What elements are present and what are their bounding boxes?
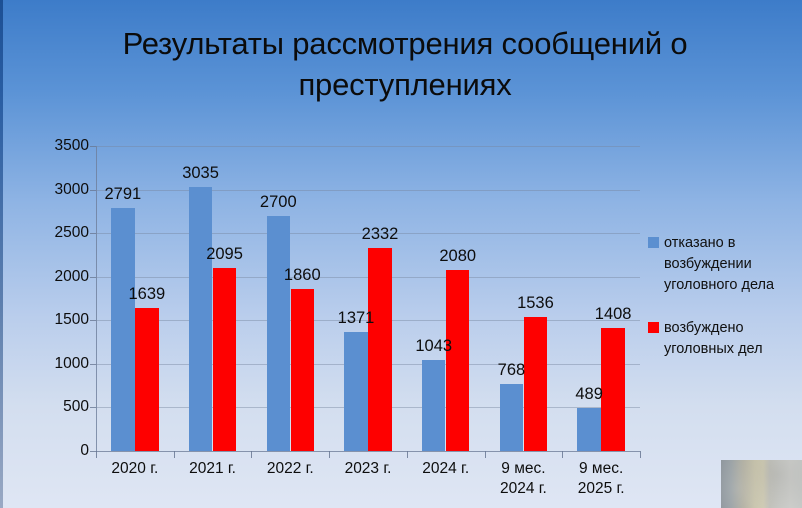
y-axis-tickmark bbox=[90, 320, 96, 322]
x-axis-category-label: 2024 г. bbox=[422, 460, 470, 477]
y-axis-tick-label: 500 bbox=[63, 398, 89, 416]
x-axis-separator bbox=[329, 451, 331, 458]
x-axis-category-label: 2023 г. bbox=[344, 460, 392, 477]
bar-value-label: 2332 bbox=[361, 224, 399, 243]
x-axis-separator bbox=[562, 451, 564, 458]
bar bbox=[499, 384, 524, 451]
y-axis-tickmark bbox=[90, 146, 96, 147]
bar-value-label: 3035 bbox=[182, 163, 219, 182]
chart-legend: отказано в возбуждении уголовного дела во… bbox=[648, 233, 798, 382]
gridline bbox=[96, 320, 640, 322]
bar-value-label: 768 bbox=[497, 361, 526, 380]
x-axis-category-label: 9 мес. 2025 г. bbox=[577, 460, 625, 498]
bar-value-label: 489 bbox=[575, 385, 603, 404]
y-axis-tick-label: 3500 bbox=[54, 137, 89, 154]
gridline bbox=[96, 451, 640, 452]
bar bbox=[135, 308, 159, 451]
legend-entry-initiated[interactable]: возбуждено уголовных дел bbox=[648, 318, 798, 360]
bar-value-label: 2791 bbox=[104, 184, 142, 203]
x-axis-separator bbox=[96, 451, 97, 458]
page-title: Результаты рассмотрения сообщений о прес… bbox=[122, 26, 688, 102]
y-axis-tickmark bbox=[90, 233, 96, 235]
bar bbox=[212, 268, 237, 451]
bar-value-label: 2700 bbox=[259, 192, 297, 211]
x-axis-separator bbox=[640, 451, 641, 458]
x-axis-category-label: 2022 г. bbox=[266, 460, 314, 477]
x-axis-separator bbox=[251, 451, 253, 458]
corner-photo-fragment bbox=[721, 460, 802, 508]
plot-area bbox=[96, 146, 640, 452]
legend-entry-refused[interactable]: отказано в возбуждении уголовного дела bbox=[648, 233, 798, 296]
bar-value-label: 1860 bbox=[283, 265, 321, 284]
y-axis-tickmark bbox=[90, 451, 96, 452]
bar-value-label: 2080 bbox=[439, 246, 477, 265]
bar bbox=[421, 360, 446, 451]
gridline bbox=[96, 363, 640, 365]
y-axis-tick-label: 2500 bbox=[54, 224, 89, 242]
bar-value-label: 2095 bbox=[206, 245, 243, 264]
y-axis-tickmark bbox=[90, 363, 96, 365]
bar bbox=[601, 328, 625, 451]
x-axis-separator bbox=[173, 451, 175, 458]
bar bbox=[111, 207, 135, 451]
x-axis-separator bbox=[484, 451, 486, 458]
bar bbox=[290, 288, 315, 451]
legend-label: отказано в возбуждении уголовного дела bbox=[664, 235, 775, 294]
gridline bbox=[96, 146, 640, 147]
bar bbox=[344, 331, 368, 451]
bar bbox=[577, 408, 601, 451]
bar bbox=[266, 215, 291, 451]
x-axis-separator bbox=[406, 451, 408, 458]
bar bbox=[445, 269, 470, 451]
x-axis-category-label: 2021 г. bbox=[189, 460, 236, 477]
legend-label: возбуждено уголовных дел bbox=[664, 320, 763, 358]
x-axis-category-label: 9 мес. 2024 г. bbox=[499, 460, 547, 498]
y-axis-tickmark bbox=[90, 276, 96, 278]
legend-swatch-icon bbox=[648, 322, 659, 334]
bar-value-label: 1536 bbox=[517, 294, 554, 313]
y-axis-tickmark bbox=[90, 407, 96, 409]
bar-value-label: 1371 bbox=[337, 308, 375, 327]
y-axis-tick-label: 0 bbox=[80, 442, 89, 459]
bar-value-label: 1043 bbox=[415, 337, 453, 356]
gridline bbox=[96, 276, 640, 278]
gridline bbox=[96, 407, 640, 409]
y-axis-tick-label: 1500 bbox=[54, 311, 89, 329]
y-axis-tick-label: 2000 bbox=[54, 267, 89, 285]
bar-value-label: 1639 bbox=[128, 285, 166, 304]
gridline bbox=[96, 189, 640, 191]
bar-value-label: 1408 bbox=[594, 305, 632, 324]
y-axis-tick-label: 1000 bbox=[54, 354, 89, 372]
gridline bbox=[96, 233, 640, 235]
bar bbox=[368, 247, 392, 451]
y-axis-line bbox=[96, 146, 97, 452]
x-axis-category-label: 2020 г. bbox=[111, 460, 159, 477]
bar bbox=[523, 317, 548, 451]
legend-swatch-icon bbox=[648, 237, 659, 248]
y-axis-tick-label: 3000 bbox=[54, 180, 89, 198]
y-axis-tickmark bbox=[90, 189, 96, 191]
bar bbox=[188, 186, 213, 451]
